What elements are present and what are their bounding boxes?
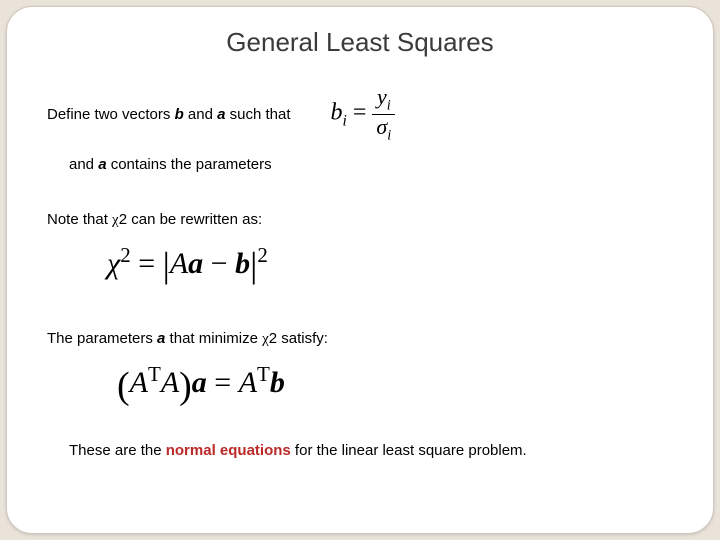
vector-b: b xyxy=(175,106,184,123)
vector-a: a xyxy=(98,156,106,173)
slide-title: General Least Squares xyxy=(47,27,673,58)
b: b xyxy=(235,247,250,280)
text-a-contains: and a contains the parameters xyxy=(69,156,673,173)
t: can be rewritten as: xyxy=(127,211,262,228)
abs-bar: | xyxy=(163,245,170,285)
var-b: b xyxy=(331,100,343,126)
row-define: Define two vectors b and a such that bi … xyxy=(47,86,673,142)
text-define: Define two vectors b and a such that xyxy=(47,106,291,123)
A: A xyxy=(130,366,148,399)
highlight-normal-equations: normal equations xyxy=(166,442,291,459)
text-normal-equations: These are the normal equations for the l… xyxy=(69,442,673,459)
chi-symbol: χ xyxy=(112,212,119,228)
sub-i: i xyxy=(387,127,391,143)
t: that minimize xyxy=(165,330,262,347)
two: 2 xyxy=(269,330,277,347)
chi: χ xyxy=(107,247,120,280)
sub-i: i xyxy=(387,97,391,113)
equals: = xyxy=(353,100,373,126)
b: b xyxy=(270,366,285,399)
t: The parameters xyxy=(47,330,157,347)
equation-chi2: χ2 = |Aa − b|2 xyxy=(107,243,673,286)
rparen: ) xyxy=(179,365,192,407)
sub-i: i xyxy=(343,113,347,130)
t: such that xyxy=(225,106,290,123)
equation-normal: (ATA)a = ATb xyxy=(117,362,673,408)
text-minimize: The parameters a that minimize χ2 satisf… xyxy=(47,330,673,348)
sup2: 2 xyxy=(257,243,268,267)
supT: T xyxy=(257,362,270,386)
denominator: σi xyxy=(372,115,395,143)
lparen: ( xyxy=(117,365,130,407)
fraction: yi σi xyxy=(372,86,395,142)
t: for the linear least square problem. xyxy=(291,442,527,459)
var-y: y xyxy=(377,84,387,109)
equals: = xyxy=(207,366,239,399)
equation-b-definition: bi = yi σi xyxy=(331,86,396,142)
slide-card: General Least Squares Define two vectors… xyxy=(6,6,714,534)
minus: − xyxy=(203,247,235,280)
A: A xyxy=(161,366,179,399)
supT: T xyxy=(148,362,161,386)
numerator: yi xyxy=(372,86,395,115)
A: A xyxy=(239,366,257,399)
var-sigma: σ xyxy=(376,114,387,139)
t: satisfy: xyxy=(277,330,328,347)
t: These are the xyxy=(69,442,166,459)
two: 2 xyxy=(119,211,127,228)
t: Note that xyxy=(47,211,112,228)
t: and xyxy=(69,156,98,173)
t: Define two vectors xyxy=(47,106,175,123)
chi-symbol: χ xyxy=(262,331,269,347)
a: a xyxy=(192,366,207,399)
a: a xyxy=(188,247,203,280)
sup2: 2 xyxy=(120,243,131,267)
text-note-chi2: Note that χ2 can be rewritten as: xyxy=(47,211,673,229)
equals: = xyxy=(138,247,162,280)
A: A xyxy=(170,247,188,280)
t: contains the parameters xyxy=(107,156,272,173)
t: and xyxy=(184,106,217,123)
